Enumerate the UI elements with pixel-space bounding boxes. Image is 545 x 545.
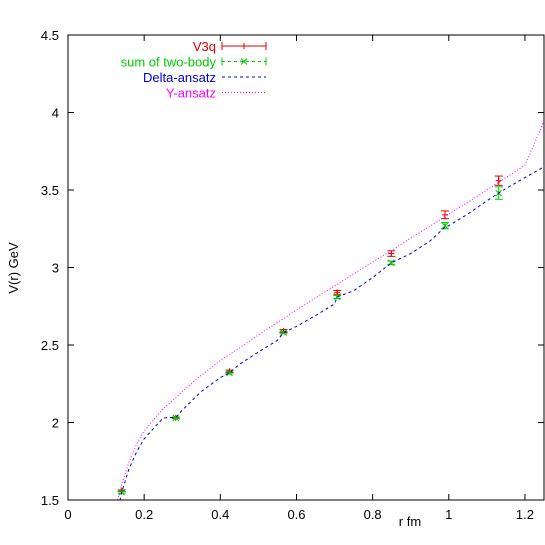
sum-of-two-body-point	[440, 222, 449, 230]
x-axis-label: r fm	[399, 514, 421, 529]
y-tick-label: 3.5	[41, 183, 59, 198]
legend-sample-marker	[240, 58, 248, 65]
y-tick-label: 1.5	[41, 493, 59, 508]
legend-entry-y-ansatz: Y-ansatz	[166, 86, 266, 101]
x-tick-label: 0.2	[135, 507, 153, 522]
x-tick-label: 1.2	[516, 507, 534, 522]
legend-label: Y-ansatz	[166, 86, 216, 101]
y-tick-label: 2	[52, 416, 59, 431]
tick-layer: 0 0.2 0.4 0.6 0.8 1 1.2 1.5 2 2.5 3 3.5 4 4.5	[41, 28, 544, 522]
y-ansatz-curve	[117, 120, 544, 500]
y-axis-label: V(r) GeV	[6, 242, 21, 294]
legend-label: sum of two-body	[121, 55, 217, 70]
legend-entry-delta-ansatz: Delta-ansatz	[143, 70, 266, 85]
series-layer	[117, 120, 544, 500]
y-tick-label: 4.5	[41, 28, 59, 43]
y-tick-label: 3	[52, 261, 59, 276]
sum-of-two-body-point	[171, 414, 180, 422]
x-tick-label: 0.8	[364, 507, 382, 522]
y-tick-label: 4	[52, 106, 59, 121]
legend-label: Delta-ansatz	[143, 70, 216, 85]
v3q-point	[494, 175, 503, 186]
y-tick-label: 2.5	[41, 338, 59, 353]
sum-of-two-body-marker	[333, 293, 341, 301]
delta-ansatz-curve	[119, 166, 544, 500]
x-tick-label: 0.6	[287, 507, 305, 522]
legend-label: V3q	[193, 39, 216, 54]
legend-entry-sum-of-two-body: sum of two-body	[121, 55, 267, 70]
sum-of-two-body-point	[333, 293, 342, 301]
x-tick-label: 1	[445, 507, 452, 522]
sum-of-two-body-marker	[441, 222, 449, 230]
legend-entry-v3q: V3q	[193, 39, 267, 54]
x-tick-label: 0	[64, 507, 71, 522]
x-tick-label: 0.4	[211, 507, 229, 522]
sum-of-two-body-marker	[280, 329, 287, 336]
